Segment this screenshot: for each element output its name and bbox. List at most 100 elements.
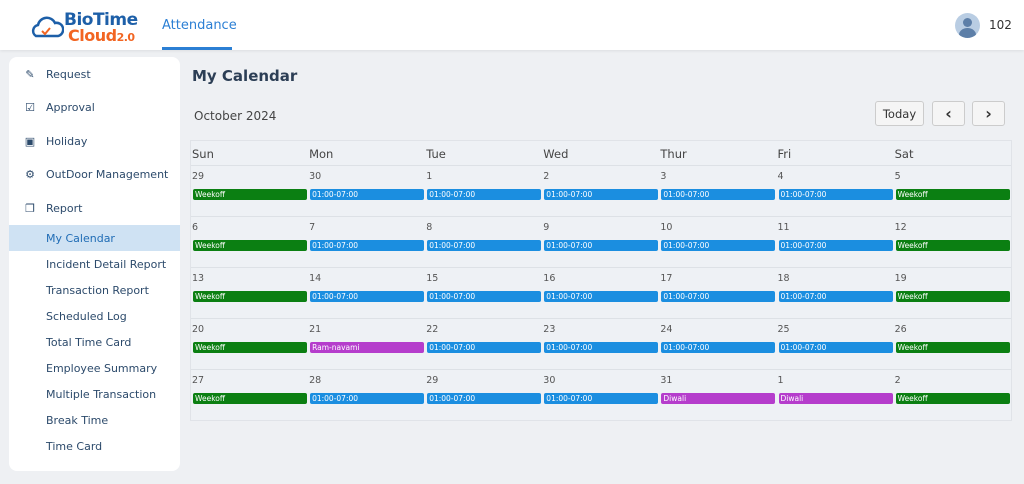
day-number[interactable]: 25	[777, 324, 790, 335]
shift-event[interactable]: 01:00-07:00	[778, 342, 893, 353]
weekoff-event[interactable]: Weekoff	[193, 393, 308, 404]
weekoff-event[interactable]: Weekoff	[193, 291, 308, 302]
weekoff-event[interactable]: Weekoff	[895, 291, 1010, 302]
day-number[interactable]: 30	[543, 375, 556, 386]
day-number[interactable]: 18	[777, 273, 790, 284]
day-number[interactable]: 23	[543, 324, 556, 335]
tab-attendance[interactable]: Attendance	[162, 18, 237, 33]
day-number[interactable]: 11	[777, 222, 790, 233]
day-number[interactable]: 1	[426, 171, 433, 182]
day-number[interactable]: 16	[543, 273, 556, 284]
sidebar-item-outdoor-management[interactable]: ⚙ OutDoor Management	[9, 163, 180, 187]
weekoff-event[interactable]: Weekoff	[895, 342, 1010, 353]
shift-event[interactable]: 01:00-07:00	[544, 291, 659, 302]
day-number[interactable]: 7	[309, 222, 316, 233]
shift-event[interactable]: 01:00-07:00	[544, 342, 659, 353]
shift-event[interactable]: 01:00-07:00	[544, 240, 659, 251]
day-number[interactable]: 31	[660, 375, 673, 386]
shift-event[interactable]: 01:00-07:00	[427, 393, 542, 404]
shift-event[interactable]: 01:00-07:00	[661, 189, 776, 200]
sidebar-subitem-break-time[interactable]: Break Time	[46, 413, 109, 427]
sidebar-subitem-total-time-card[interactable]: Total Time Card	[46, 335, 132, 349]
sidebar-item-label: Request	[46, 67, 91, 81]
sidebar-item-label: OutDoor Management	[46, 168, 169, 181]
weekday-header: Sat	[894, 147, 914, 161]
sidebar-subitem-incident-detail-report[interactable]: Incident Detail Report	[46, 257, 167, 271]
day-number[interactable]: 4	[777, 171, 784, 182]
calendar-plus-icon: ▣	[24, 134, 36, 148]
sidebar-item-report[interactable]: ❐ Report	[9, 196, 180, 220]
weekoff-event[interactable]: Weekoff	[193, 189, 308, 200]
prev-month-button[interactable]: ‹	[932, 101, 965, 126]
shift-event[interactable]: 01:00-07:00	[310, 393, 425, 404]
shift-event[interactable]: 01:00-07:00	[310, 291, 425, 302]
day-number[interactable]: 27	[192, 375, 205, 386]
shift-event[interactable]: 01:00-07:00	[427, 189, 542, 200]
day-number[interactable]: 28	[309, 375, 322, 386]
day-number[interactable]: 10	[660, 222, 673, 233]
sidebar-subitem-scheduled-log[interactable]: Scheduled Log	[46, 309, 127, 323]
next-month-button[interactable]: ›	[972, 101, 1005, 126]
shift-event[interactable]: 01:00-07:00	[427, 291, 542, 302]
shift-event[interactable]: 01:00-07:00	[544, 393, 659, 404]
day-number[interactable]: 30	[309, 171, 322, 182]
day-number[interactable]: 26	[894, 324, 907, 335]
sidebar-subitem-time-card[interactable]: Time Card	[46, 439, 103, 453]
day-number[interactable]: 1	[777, 375, 784, 386]
day-number[interactable]: 9	[543, 222, 550, 233]
today-button[interactable]: Today	[875, 101, 924, 126]
day-number[interactable]: 2	[894, 375, 901, 386]
shift-event[interactable]: 01:00-07:00	[661, 291, 776, 302]
shift-event[interactable]: 01:00-07:00	[778, 240, 893, 251]
edit-icon: ✎	[25, 67, 35, 81]
sidebar-subitem-transaction-report[interactable]: Transaction Report	[46, 283, 149, 297]
weekoff-event[interactable]: Weekoff	[895, 189, 1010, 200]
sidebar-subitem-employee-summary[interactable]: Employee Summary	[46, 361, 158, 375]
shift-event[interactable]: 01:00-07:00	[778, 291, 893, 302]
day-number[interactable]: 5	[894, 171, 901, 182]
day-number[interactable]: 8	[426, 222, 433, 233]
shift-event[interactable]: 01:00-07:00	[661, 342, 776, 353]
shift-event[interactable]: 01:00-07:00	[310, 189, 425, 200]
holiday-event[interactable]: Ram-navami	[310, 342, 425, 353]
day-number[interactable]: 15	[426, 273, 439, 284]
day-number[interactable]: 14	[309, 273, 322, 284]
sidebar-subitem-multiple-transaction[interactable]: Multiple Transaction	[46, 387, 157, 401]
calendar-week-row: 6 Weekoff 7 01:00-07:00 8 01:00-07:00 9 01:00-0…	[191, 216, 1011, 267]
shift-event[interactable]: 01:00-07:00	[661, 240, 776, 251]
holiday-event[interactable]: Diwali	[661, 393, 776, 404]
avatar[interactable]	[955, 13, 980, 38]
user-id[interactable]: 102	[989, 18, 1012, 32]
day-number[interactable]: 20	[192, 324, 205, 335]
day-number[interactable]: 19	[894, 273, 907, 284]
biotime-logo[interactable]: BioTime Cloud2.0	[30, 10, 140, 45]
day-number[interactable]: 13	[192, 273, 205, 284]
weekoff-event[interactable]: Weekoff	[895, 393, 1010, 404]
day-number[interactable]: 3	[660, 171, 667, 182]
day-number[interactable]: 29	[426, 375, 439, 386]
shift-event[interactable]: 01:00-07:00	[427, 342, 542, 353]
shift-event[interactable]: 01:00-07:00	[427, 240, 542, 251]
day-number[interactable]: 24	[660, 324, 673, 335]
sidebar-item-request[interactable]: ✎ Request	[9, 62, 180, 86]
weekoff-event[interactable]: Weekoff	[895, 240, 1010, 251]
shift-event[interactable]: 01:00-07:00	[778, 189, 893, 200]
day-number[interactable]: 17	[660, 273, 673, 284]
day-number[interactable]: 12	[894, 222, 907, 233]
holiday-event[interactable]: Diwali	[778, 393, 893, 404]
motorcycle-icon: ⚙	[25, 168, 35, 181]
shift-event[interactable]: 01:00-07:00	[544, 189, 659, 200]
day-number[interactable]: 2	[543, 171, 550, 182]
sidebar-item-approval[interactable]: ☑ Approval	[9, 96, 180, 120]
weekoff-event[interactable]: Weekoff	[193, 240, 308, 251]
sidebar-item-holiday[interactable]: ▣ Holiday	[9, 129, 180, 153]
shift-event[interactable]: 01:00-07:00	[310, 240, 425, 251]
weekoff-event[interactable]: Weekoff	[193, 342, 308, 353]
day-number[interactable]: 6	[192, 222, 199, 233]
day-number[interactable]: 22	[426, 324, 439, 335]
day-number[interactable]: 21	[309, 324, 322, 335]
sidebar-item-label: Holiday	[46, 134, 88, 148]
day-number[interactable]: 29	[192, 171, 205, 182]
sidebar-subitem-my-calendar[interactable]: My Calendar	[9, 225, 180, 251]
checkbox-icon: ☑	[25, 101, 35, 114]
